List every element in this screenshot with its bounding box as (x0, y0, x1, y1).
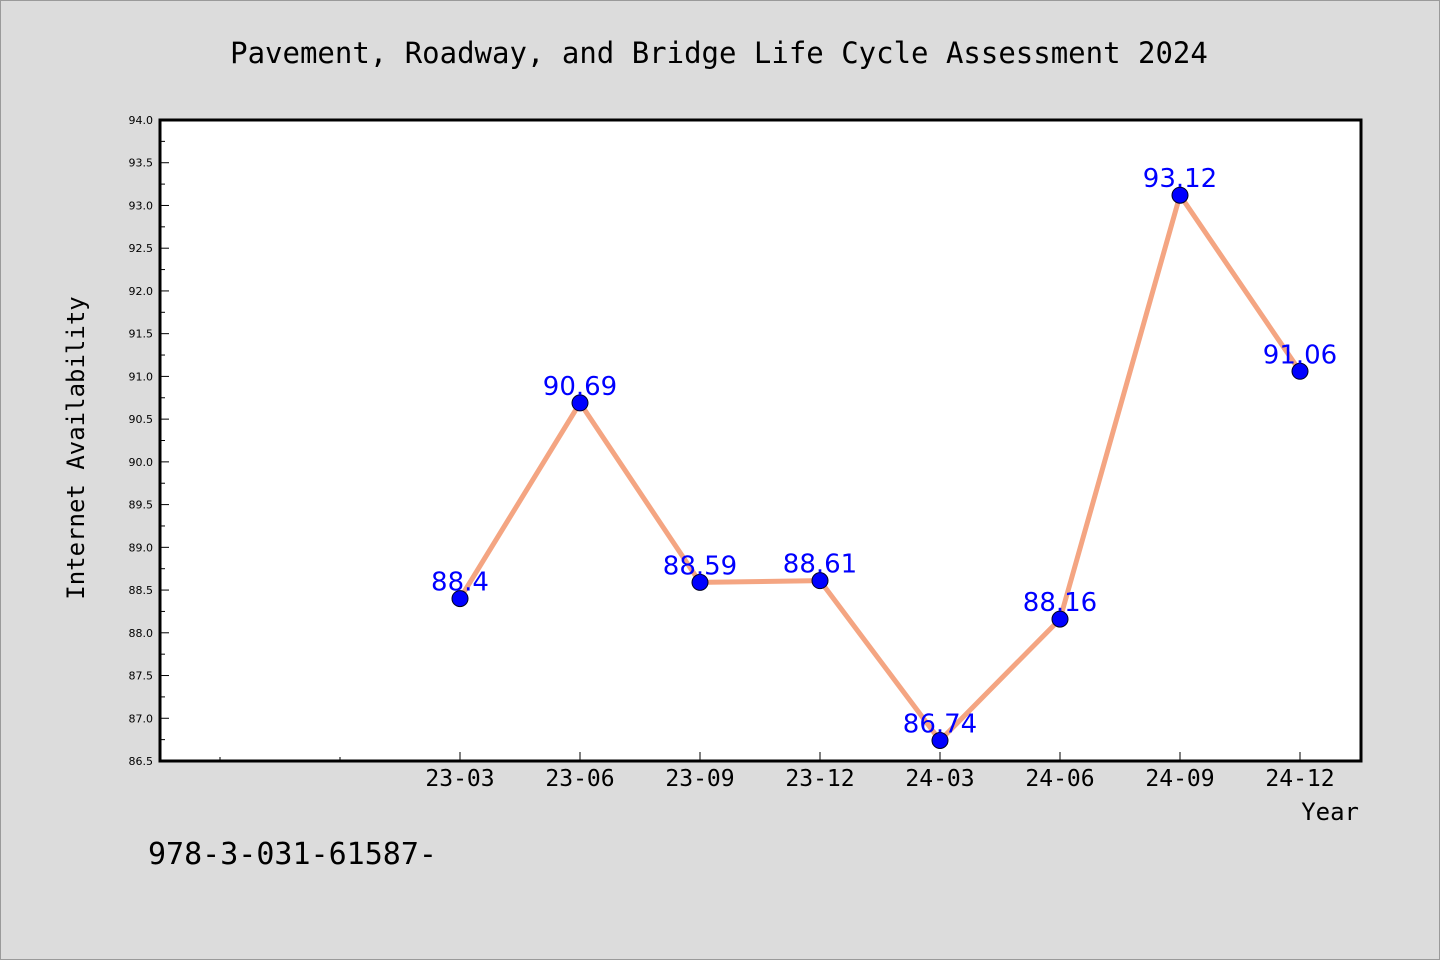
y-tick-label: 93.0 (129, 199, 154, 212)
plot-area (160, 120, 1361, 761)
y-tick-label: 89.5 (129, 499, 154, 512)
data-label: 88.59 (663, 551, 737, 581)
data-label: 88.61 (783, 550, 857, 580)
data-point (571, 394, 589, 412)
y-axis-label: Internet Availability (62, 296, 90, 599)
y-tick-label: 91.0 (129, 370, 154, 383)
data-label: 90.69 (543, 372, 617, 402)
data-point (691, 573, 709, 591)
y-tick-label: 87.5 (129, 670, 154, 683)
y-tick-label: 91.5 (129, 328, 154, 341)
data-label: 93.12 (1143, 164, 1217, 194)
y-tick-label: 90.0 (129, 456, 154, 469)
data-label: 88.4 (431, 568, 489, 598)
x-tick-label: 24-06 (1025, 766, 1094, 792)
data-label: 88.16 (1023, 588, 1097, 618)
y-tick-label: 89.0 (129, 541, 154, 554)
x-tick-label: 24-09 (1145, 766, 1214, 792)
data-point (1171, 186, 1189, 204)
y-tick-label: 94.0 (129, 114, 154, 127)
series-line (457, 192, 1303, 743)
x-tick-label: 23-03 (425, 766, 494, 792)
data-point (811, 572, 829, 590)
x-tick-label: 24-12 (1265, 766, 1334, 792)
y-tick-label: 92.5 (129, 242, 154, 255)
data-point (931, 731, 949, 749)
x-tick-label: 24-03 (905, 766, 974, 792)
y-tick-label: 88.0 (129, 627, 154, 640)
y-tick-label: 90.5 (129, 413, 154, 426)
data-label: 86.74 (903, 709, 977, 739)
footnote: 978-3-031-61587- (148, 837, 437, 872)
x-tick-label: 23-06 (545, 766, 614, 792)
y-tick-label: 86.5 (129, 755, 154, 768)
data-point (1291, 362, 1309, 380)
x-tick-label: 23-09 (665, 766, 734, 792)
y-tick-label: 92.0 (129, 285, 154, 298)
y-tick-label: 87.0 (129, 712, 154, 725)
data-point (1051, 610, 1069, 628)
x-tick-label: 23-12 (785, 766, 854, 792)
data-point (451, 590, 469, 608)
y-tick-label: 93.5 (129, 157, 154, 170)
series-layer: 88.4 90.69 88.59 88.61 86.74 88.16 93.12 91.06 (431, 164, 1337, 749)
plot-border (158, 118, 1363, 763)
y-tick-label: 88.5 (129, 584, 154, 597)
x-axis-ticks: 23-03 23-06 23-09 23-12 24-03 24-06 24-09 24-12 (219, 752, 1335, 792)
chart-title: Pavement, Roadway, and Bridge Life Cycle… (230, 36, 1208, 70)
data-label: 91.06 (1263, 340, 1337, 370)
x-axis-label: Year (1301, 798, 1359, 826)
